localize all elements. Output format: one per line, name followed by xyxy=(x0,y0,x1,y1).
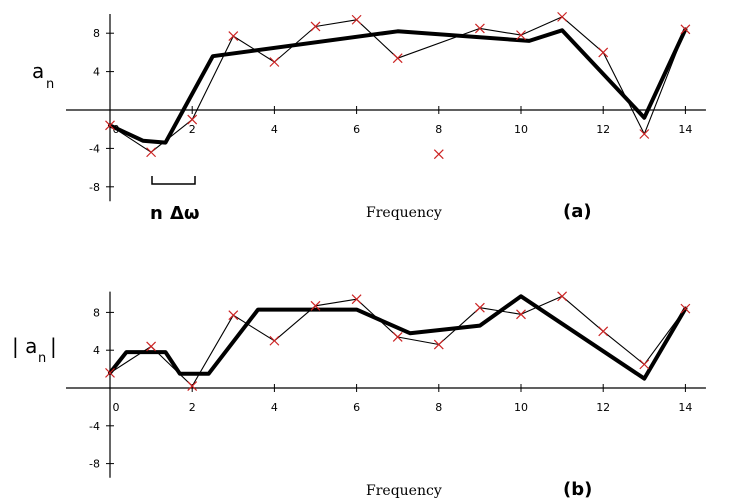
chart-b-data-point xyxy=(392,332,403,342)
chart-b-x-tick-label: 8 xyxy=(435,401,442,414)
chart-b-data-point xyxy=(474,302,485,313)
chart-b-panel-label: (b) xyxy=(563,479,592,500)
chart-a-data-point xyxy=(433,149,444,160)
chart-b-x-tick-label: 12 xyxy=(596,401,610,414)
chart-a-y-tick-label: 4 xyxy=(93,66,100,79)
chart-a-x-tick-label: 4 xyxy=(271,123,278,136)
chart-panel-a: 0 2 4 6 8 10 12 14 -8-448 a n n Δω Frequency (a… xyxy=(32,11,706,224)
chart-a-x-tick-label: 2 xyxy=(189,123,196,136)
chart-a-y-tick-label: -8 xyxy=(89,181,100,194)
chart-b-data-point xyxy=(310,300,321,311)
chart-b-markers xyxy=(105,291,691,392)
chart-a-data-point xyxy=(146,147,157,158)
chart-a-x-tick-label: 8 xyxy=(435,123,442,136)
chart-b-xlabel: Frequency xyxy=(366,483,442,499)
chart-b-ylabel-main: | a xyxy=(12,334,37,358)
chart-panel-b: 0 2 4 6 8 10 12 14 -8 -4 4 8 | a n | Frequency (b) xyxy=(12,291,706,500)
chart-b-x-tick-label: 4 xyxy=(271,401,278,414)
chart-b-y-tick-label: -8 xyxy=(89,458,100,471)
chart-a-y-ticks: -8 -4 4 8 xyxy=(89,27,114,194)
chart-a-data-point xyxy=(557,11,568,22)
chart-a-y-tick-label: -4 xyxy=(89,142,100,155)
chart-a-x-tick-label: 12 xyxy=(596,123,610,136)
chart-a-data-point xyxy=(639,129,650,139)
chart-b-x-tick-label: 14 xyxy=(678,401,692,414)
chart-b-data-point xyxy=(516,309,526,320)
chart-b-ylabel-tail: | xyxy=(50,334,57,358)
chart-b-y-tick-label: 8 xyxy=(93,306,100,319)
chart-a-data-point xyxy=(187,114,198,125)
chart-a-data-point xyxy=(474,23,485,34)
chart-a-ylabel-main: a xyxy=(32,59,44,83)
chart-b-x-ticks: 0 2 4 6 8 10 12 14 xyxy=(109,384,692,414)
chart-a-n-label: n xyxy=(150,203,163,224)
chart-b-ylabel-sub: n xyxy=(38,351,46,366)
chart-b-x-tick-label: 2 xyxy=(189,401,196,414)
chart-a-xlabel: Frequency xyxy=(366,205,442,221)
chart-b-axes xyxy=(66,291,706,478)
chart-a-data-point xyxy=(680,24,691,35)
chart-a-series xyxy=(108,16,688,153)
chart-a-series-bold-line xyxy=(108,27,688,145)
chart-b-data-point xyxy=(146,341,157,352)
chart-b-x-tick-label: 10 xyxy=(514,401,528,414)
chart-a-data-point xyxy=(228,31,239,42)
chart-a-axes xyxy=(66,14,706,202)
chart-a-x-ticks: 0 2 4 6 8 10 12 14 xyxy=(109,106,692,136)
chart-a-data-point xyxy=(516,30,526,41)
chart-a-data-point xyxy=(269,57,280,67)
chart-b-y-ticks: -8 -4 4 8 xyxy=(89,306,114,471)
chart-b-x-tick-label: 6 xyxy=(353,401,360,414)
chart-a-x-tick-label: 6 xyxy=(353,123,360,136)
chart-b-annotations: | a n | Frequency (b) xyxy=(12,334,592,500)
chart-a-data-point xyxy=(105,120,115,131)
chart-a-ylabel-sub: n xyxy=(46,77,54,92)
chart-b-data-point xyxy=(680,303,691,314)
chart-a-bracket xyxy=(151,176,196,185)
chart-b-data-point xyxy=(557,291,568,302)
chart-a-delta-omega-label: Δω xyxy=(170,203,200,224)
chart-a-data-point xyxy=(598,47,609,58)
chart-a-series-thin-line xyxy=(109,16,686,153)
chart-a-markers xyxy=(105,11,691,160)
chart-a-data-point xyxy=(310,21,321,32)
chart-b-y-tick-label: -4 xyxy=(89,420,100,433)
chart-a-annotations: a n n Δω Frequency (a) xyxy=(32,59,592,224)
chart-a-panel-label: (a) xyxy=(563,201,592,222)
chart-a-data-point xyxy=(392,53,403,64)
chart-b-data-point xyxy=(187,381,198,392)
chart-b-data-point xyxy=(639,359,650,370)
chart-a-data-point xyxy=(351,14,362,25)
chart-b-series xyxy=(108,294,688,387)
chart-b-x-tick-label: 0 xyxy=(113,401,120,414)
chart-b-data-point xyxy=(228,310,239,321)
chart-b-data-point xyxy=(598,326,609,337)
chart-b-series-bold-line xyxy=(108,294,688,381)
chart-b-data-point xyxy=(433,339,444,350)
chart-b-data-point xyxy=(105,367,115,378)
chart-b-y-tick-label: 4 xyxy=(93,344,100,357)
chart-a-x-tick-label: 14 xyxy=(678,123,692,136)
chart-a-x-tick-label: 10 xyxy=(514,123,528,136)
chart-b-data-point xyxy=(269,335,280,346)
chart-b-data-point xyxy=(351,294,362,305)
chart-a-y-tick-label: 8 xyxy=(93,27,100,40)
